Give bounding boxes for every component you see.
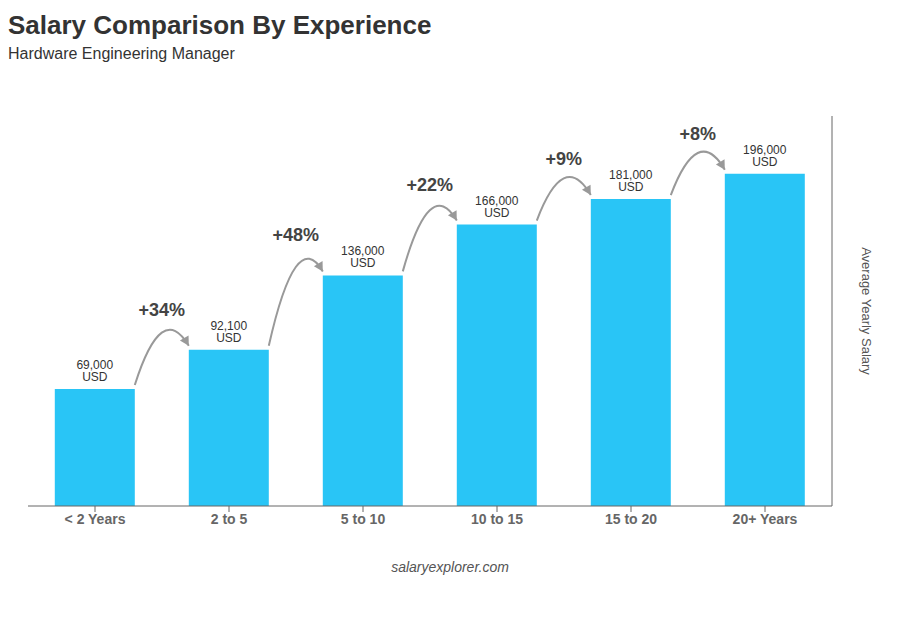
svg-text:15 to 20: 15 to 20 (605, 511, 657, 527)
svg-text:196,000USD: 196,000USD (743, 143, 787, 169)
html-text:Hardware Engineering Manager: Hardware Engineering Manager (8, 45, 235, 62)
svg-text:+22%: +22% (407, 175, 454, 195)
svg-text:92,100USD: 92,100USD (210, 319, 247, 345)
svg-text:< 2 Years: < 2 Years (65, 511, 126, 527)
svg-text:+48%: +48% (273, 225, 320, 245)
svg-text:69,000USD: 69,000USD (76, 358, 113, 384)
svg-text:5 to 10: 5 to 10 (341, 511, 386, 527)
html-text:Salary Comparison By Experienc: Salary Comparison By Experience (8, 10, 432, 40)
svg-text:181,000USD: 181,000USD (609, 168, 653, 194)
html-text:salaryexplorer.com: salaryexplorer.com (391, 559, 509, 575)
svg-text:2 to 5: 2 to 5 (211, 511, 248, 527)
svg-text:10 to 15: 10 to 15 (471, 511, 523, 527)
svg-text:136,000USD: 136,000USD (341, 244, 385, 270)
svg-text:Average Yearly Salary: Average Yearly Salary (859, 247, 874, 375)
svg-text:+9%: +9% (546, 149, 583, 169)
svg-text:+8%: +8% (680, 124, 717, 144)
svg-text:166,000USD: 166,000USD (475, 194, 519, 220)
svg-text:20+ Years: 20+ Years (733, 511, 798, 527)
svg-text:+34%: +34% (139, 300, 186, 320)
